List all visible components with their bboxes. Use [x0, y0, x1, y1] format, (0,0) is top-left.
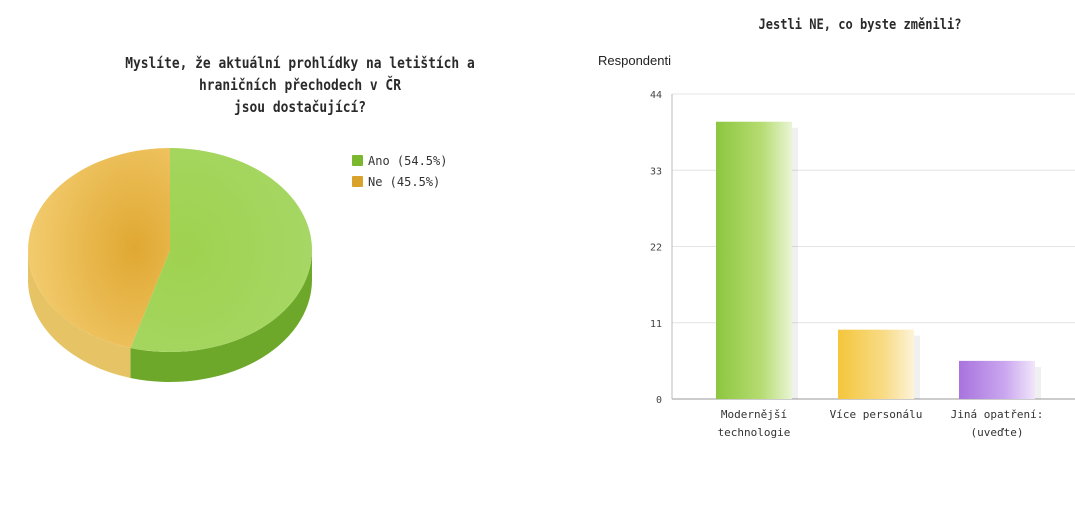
y-tick-label: 11 [650, 319, 662, 330]
pie-chart-svg [27, 148, 312, 382]
bar-0 [716, 121, 792, 400]
x-tick-label: Jiná opatření: [951, 408, 1044, 421]
y-tick-label: 44 [650, 90, 662, 101]
legend-item-ne: Ne (45.5%) [352, 171, 447, 192]
bar-chart-ylabel: Respondenti [598, 53, 671, 68]
pie-side-ne [28, 250, 131, 378]
y-tick-label: 0 [656, 395, 662, 406]
y-tick-label: 22 [650, 243, 662, 254]
bar-2 [959, 360, 1035, 399]
pie-title-line1: Myslíte, že aktuální prohlídky na letišt… [125, 54, 475, 94]
legend-label-ne: Ne (45.5%) [368, 174, 441, 189]
pie-title-line2: jsou dostačující? [233, 98, 367, 116]
pie-chart-title: Myslíte, že aktuální prohlídky na letišt… [94, 52, 507, 118]
pie-slice-ano [130, 148, 312, 352]
bar-1 [838, 329, 914, 399]
y-tick-label: 33 [650, 166, 662, 177]
pie-slice-ne [27, 148, 171, 348]
x-tick-label-line2: technologie [718, 426, 791, 439]
x-tick-label: Více personálu [830, 408, 923, 421]
x-tick-label: Modernější [721, 408, 787, 421]
legend-label-ano: Ano (54.5%) [368, 153, 448, 168]
pie-side-ano [130, 250, 312, 382]
legend-item-ano: Ano (54.5%) [352, 150, 447, 171]
legend-swatch-ano [352, 155, 363, 166]
legend-swatch-ne [352, 176, 363, 187]
pie-legend: Ano (54.5%) Ne (45.5%) [352, 150, 447, 192]
pie-chart-area [27, 148, 312, 382]
bar-chart-title: Jestli NE, co byste změnili? [758, 17, 962, 33]
x-tick-label-line2: (uveďte) [971, 426, 1024, 439]
